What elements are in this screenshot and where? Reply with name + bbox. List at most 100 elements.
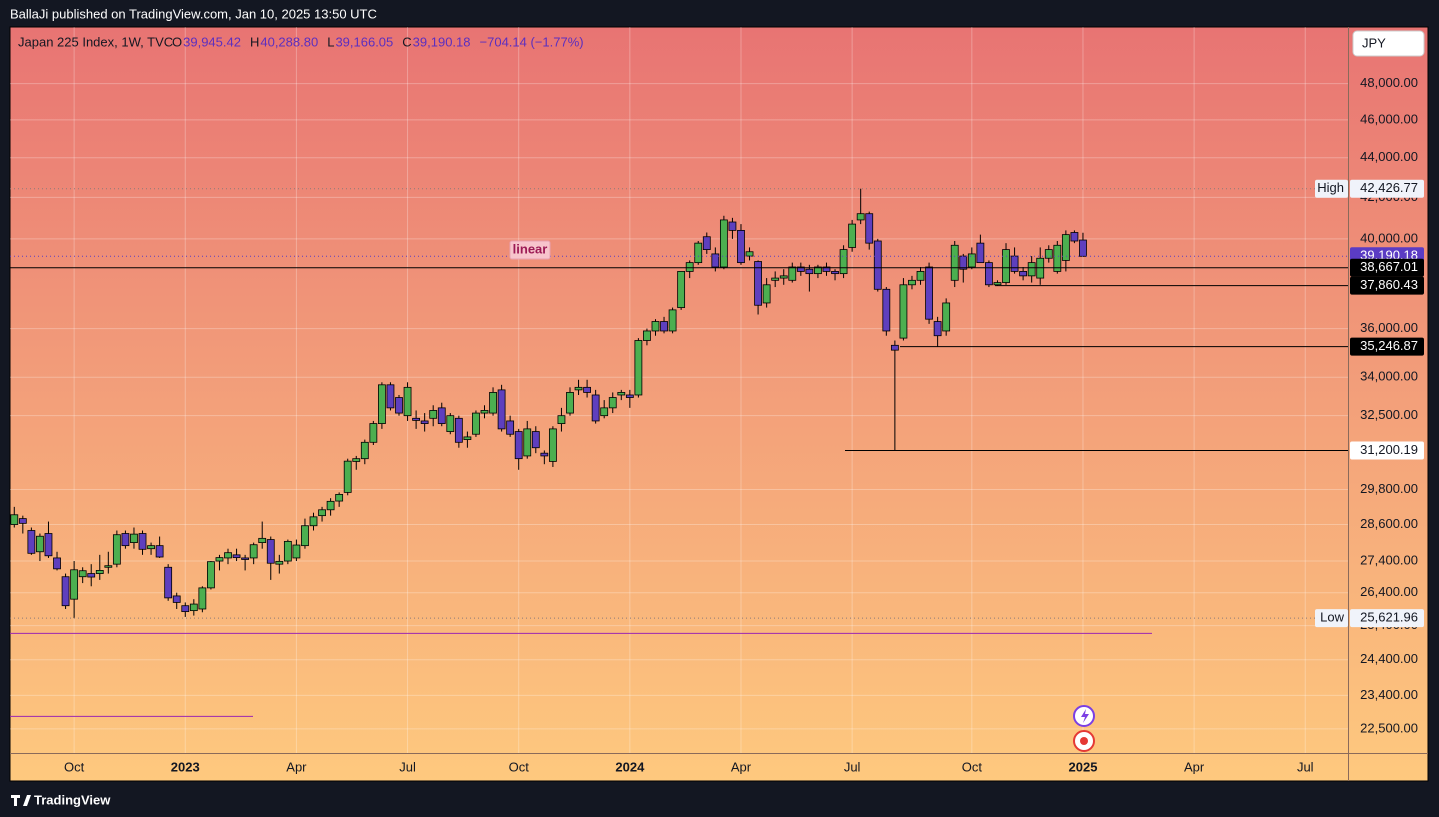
candle-body bbox=[762, 284, 771, 304]
price-label: 25,621.96 bbox=[1360, 610, 1418, 625]
x-tick-label: Jul bbox=[399, 759, 416, 774]
y-tick-label: 46,000.00 bbox=[1360, 111, 1418, 126]
y-tick-label: 44,000.00 bbox=[1360, 149, 1418, 164]
candle-body bbox=[181, 605, 190, 613]
candle-body bbox=[899, 284, 908, 339]
candle-body bbox=[916, 271, 925, 281]
candle-body bbox=[514, 431, 523, 460]
candle-body bbox=[771, 277, 780, 281]
price-name-bg bbox=[1315, 179, 1348, 198]
candle-body bbox=[292, 544, 301, 559]
candle-body bbox=[925, 266, 933, 320]
candle-body bbox=[711, 253, 720, 268]
candle-body bbox=[172, 595, 181, 603]
legend-key: H bbox=[250, 34, 259, 49]
candle-body bbox=[130, 533, 138, 543]
candle-body bbox=[890, 344, 899, 351]
candle-body bbox=[1061, 234, 1070, 261]
legend-key: O bbox=[172, 34, 182, 49]
candle-body bbox=[472, 412, 480, 435]
candle-body bbox=[959, 255, 968, 270]
candle-body bbox=[155, 545, 164, 558]
currency-button[interactable] bbox=[1352, 30, 1425, 57]
candle-body bbox=[574, 386, 583, 391]
price-label-bg bbox=[1350, 441, 1424, 460]
price-label: 38,667.01 bbox=[1360, 259, 1418, 274]
x-tick-label: Jul bbox=[844, 759, 861, 774]
y-tick-label: 28,600.00 bbox=[1360, 516, 1418, 531]
candle-body bbox=[138, 533, 147, 550]
candle-body bbox=[249, 544, 258, 559]
y-tick-label: 34,000.00 bbox=[1360, 369, 1418, 384]
candle-body bbox=[378, 384, 386, 424]
candle-body bbox=[147, 545, 155, 550]
candle-body bbox=[18, 518, 27, 524]
candle-body bbox=[53, 557, 61, 570]
candle-body bbox=[386, 384, 395, 409]
candle-body bbox=[933, 321, 942, 337]
y-tick-label: 23,400.00 bbox=[1360, 687, 1418, 702]
legend-value: 39,945.42 bbox=[183, 34, 241, 49]
price-label-bg bbox=[1350, 337, 1424, 356]
candle-body bbox=[643, 330, 651, 341]
legend-key: L bbox=[327, 34, 334, 49]
candles bbox=[10, 188, 1087, 619]
candle-body bbox=[198, 587, 207, 610]
candle-body bbox=[446, 415, 455, 432]
candle-body bbox=[335, 494, 344, 502]
candle-body bbox=[1019, 271, 1028, 277]
legend-value: 39,190.18 bbox=[413, 34, 471, 49]
candle-body bbox=[343, 460, 352, 493]
candle-body bbox=[908, 279, 916, 286]
candle-body bbox=[608, 397, 617, 409]
candle-body bbox=[950, 244, 959, 281]
candle-body bbox=[583, 386, 591, 393]
price-label: 31,200.19 bbox=[1360, 442, 1418, 457]
ohlc-legend: O 39,945.42 H 40,288.80 L 39,166.05 C 39,190.18… bbox=[172, 34, 584, 49]
candle-body bbox=[993, 282, 1002, 286]
price-name: Low bbox=[1320, 610, 1344, 625]
grid: Oct 2023 Apr Jul Oct 2024 Apr Jul Oct 2025 Apr Jul 4… bbox=[10, 27, 1418, 774]
candle-body bbox=[1044, 249, 1053, 259]
candle-body bbox=[805, 268, 814, 275]
candle-body bbox=[497, 389, 506, 430]
event-icon-glyph bbox=[1080, 737, 1088, 745]
candle-body bbox=[506, 420, 515, 435]
candle-body bbox=[480, 410, 489, 414]
x-tick-label: Apr bbox=[286, 759, 307, 774]
candle-body bbox=[258, 537, 267, 543]
candle-body bbox=[985, 262, 993, 286]
candle-body bbox=[976, 242, 985, 264]
candle-body bbox=[266, 539, 275, 564]
candle-body bbox=[395, 397, 403, 414]
candle-body bbox=[412, 417, 421, 421]
candle-body bbox=[309, 516, 318, 527]
candle-body bbox=[865, 213, 874, 244]
scale-badge-text: linear bbox=[513, 241, 548, 256]
candle-body bbox=[36, 535, 44, 553]
candle-body bbox=[1002, 249, 1010, 283]
x-tick-label: Apr bbox=[1184, 759, 1205, 774]
y-tick-label: 32,500.00 bbox=[1360, 407, 1418, 422]
candle-body bbox=[164, 566, 173, 599]
candle-body bbox=[651, 321, 660, 332]
legend-change: −704.14 (−1.77%) bbox=[480, 34, 584, 49]
event-icon-glyph bbox=[1081, 709, 1089, 723]
price-name-bg bbox=[1315, 609, 1348, 628]
candle-body bbox=[814, 266, 822, 275]
candle-body bbox=[95, 570, 104, 574]
candle-body bbox=[796, 266, 805, 272]
candle-body bbox=[617, 392, 626, 396]
candle-body bbox=[942, 302, 951, 332]
candle-body bbox=[702, 236, 711, 250]
legend-value: 40,288.80 bbox=[260, 34, 318, 49]
candle-body bbox=[634, 340, 643, 396]
candle-body bbox=[531, 431, 540, 449]
candle-body bbox=[189, 603, 198, 612]
legend-value: 39,166.05 bbox=[335, 34, 393, 49]
candle-body bbox=[779, 275, 788, 279]
candle-body bbox=[44, 533, 53, 557]
price-label: 35,246.87 bbox=[1360, 338, 1418, 353]
x-tick-label: Oct bbox=[509, 759, 530, 774]
